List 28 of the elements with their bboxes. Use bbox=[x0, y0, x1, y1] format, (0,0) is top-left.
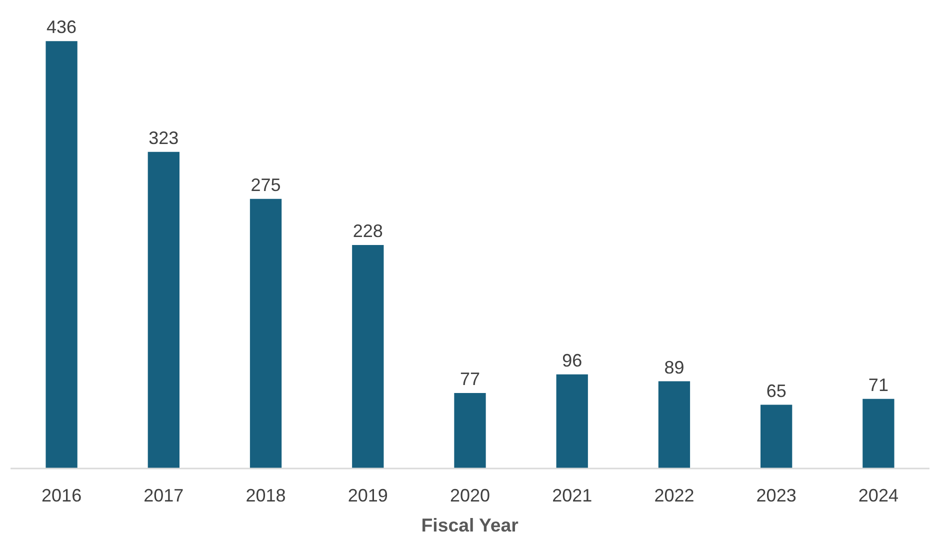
data-label: 228 bbox=[352, 221, 383, 241]
bar bbox=[148, 152, 180, 468]
x-axis-title: Fiscal Year bbox=[421, 514, 518, 536]
x-tick-label: 2020 bbox=[450, 486, 490, 506]
bar bbox=[760, 404, 792, 468]
bar bbox=[352, 245, 384, 468]
data-label: 77 bbox=[460, 369, 480, 390]
bar bbox=[46, 41, 78, 468]
data-label: 436 bbox=[46, 17, 77, 38]
bar bbox=[862, 398, 894, 468]
bar bbox=[250, 198, 282, 468]
bar bbox=[454, 393, 486, 468]
x-tick-label: 2018 bbox=[246, 486, 286, 506]
x-tick-label: 2017 bbox=[144, 486, 184, 506]
x-tick-label: 2021 bbox=[552, 486, 592, 506]
x-tick-label: 2023 bbox=[756, 486, 796, 506]
bar bbox=[556, 374, 588, 468]
x-tick-label: 2019 bbox=[348, 486, 388, 506]
data-label: 89 bbox=[664, 357, 684, 378]
x-tick-label: 2022 bbox=[654, 486, 694, 506]
data-label: 65 bbox=[766, 380, 786, 401]
data-label: 71 bbox=[868, 374, 888, 395]
data-label: 275 bbox=[250, 174, 281, 195]
data-label: 96 bbox=[562, 350, 582, 370]
bar bbox=[658, 381, 690, 468]
data-label: 323 bbox=[148, 128, 179, 148]
x-tick-label: 2016 bbox=[42, 486, 82, 506]
x-tick-label: 2024 bbox=[858, 486, 898, 506]
